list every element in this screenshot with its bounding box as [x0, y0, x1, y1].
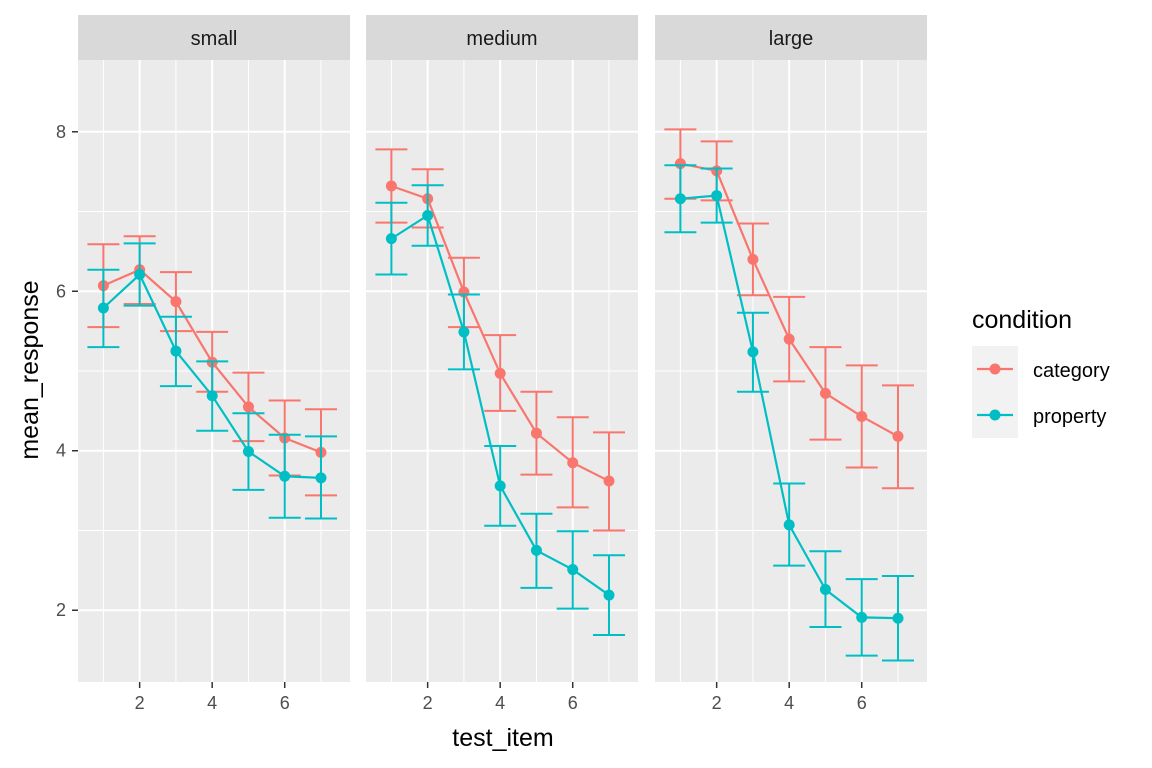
data-point	[567, 457, 579, 469]
y-tick-label: 4	[56, 441, 66, 461]
data-point	[783, 333, 795, 345]
y-axis: 2 4 6 8	[56, 122, 78, 620]
data-point	[242, 401, 254, 413]
data-point	[892, 612, 904, 624]
legend-key-point-property	[989, 409, 1001, 421]
data-point	[206, 390, 218, 402]
series-property	[87, 242, 337, 520]
facet-strip	[78, 15, 350, 60]
x-tick-label: 4	[207, 693, 217, 713]
data-point	[711, 190, 723, 202]
x-tick-label: 6	[280, 693, 290, 713]
x-axis-title: test_item	[452, 724, 553, 752]
data-point	[242, 446, 254, 458]
data-point	[856, 611, 868, 623]
data-point	[747, 346, 759, 358]
data-point	[315, 472, 327, 484]
y-tick-label: 8	[56, 122, 66, 142]
y-axis-title: mean_response	[16, 280, 44, 459]
x-tick-label: 6	[857, 693, 867, 713]
data-point	[494, 480, 506, 492]
data-point	[385, 233, 397, 245]
series-property	[664, 164, 914, 662]
data-point	[747, 253, 759, 265]
x-tick-label: 4	[495, 693, 505, 713]
x-tick-label: 6	[568, 693, 578, 713]
data-point	[170, 345, 182, 357]
data-point	[170, 296, 182, 308]
data-point	[494, 367, 506, 379]
facet-small: small 2 4 6	[78, 15, 350, 713]
legend-label-category: category	[1033, 360, 1110, 382]
facet-strip	[655, 15, 927, 60]
legend-label-property: property	[1033, 406, 1106, 428]
facet-panels: small 2 4 6 medium 2 4 6 large 2 4 6	[78, 15, 927, 713]
data-point	[530, 544, 542, 556]
facet-strip-label: large	[769, 28, 813, 50]
x-tick-label: 4	[784, 693, 794, 713]
data-point	[134, 269, 146, 281]
data-point	[819, 387, 831, 399]
facet-strip-label: small	[191, 28, 238, 50]
data-point	[603, 475, 615, 487]
data-point	[458, 326, 470, 338]
data-point	[603, 589, 615, 601]
data-point	[279, 470, 291, 482]
data-point	[567, 564, 579, 576]
legend-key-point-category	[989, 363, 1001, 375]
facet-strip-label: medium	[466, 28, 537, 50]
data-point	[856, 410, 868, 422]
data-point	[422, 210, 434, 221]
data-point	[783, 519, 795, 531]
y-tick-label: 6	[56, 281, 66, 301]
facet-medium: medium 2 4 6	[366, 15, 638, 713]
data-point	[385, 180, 397, 192]
x-tick-label: 2	[135, 693, 145, 713]
facet-strip	[366, 15, 638, 60]
data-point	[674, 193, 686, 205]
facet-large: large 2 4 6	[655, 15, 927, 713]
data-point	[892, 430, 904, 442]
x-tick-label: 2	[423, 693, 433, 713]
x-tick-label: 2	[712, 693, 722, 713]
series-property	[375, 184, 625, 636]
y-tick-label: 2	[56, 600, 66, 620]
data-point	[97, 302, 109, 314]
legend-title: condition	[972, 306, 1072, 334]
data-point	[674, 158, 686, 170]
legend: condition category property	[972, 306, 1110, 438]
data-point	[819, 583, 831, 595]
data-point	[530, 427, 542, 439]
